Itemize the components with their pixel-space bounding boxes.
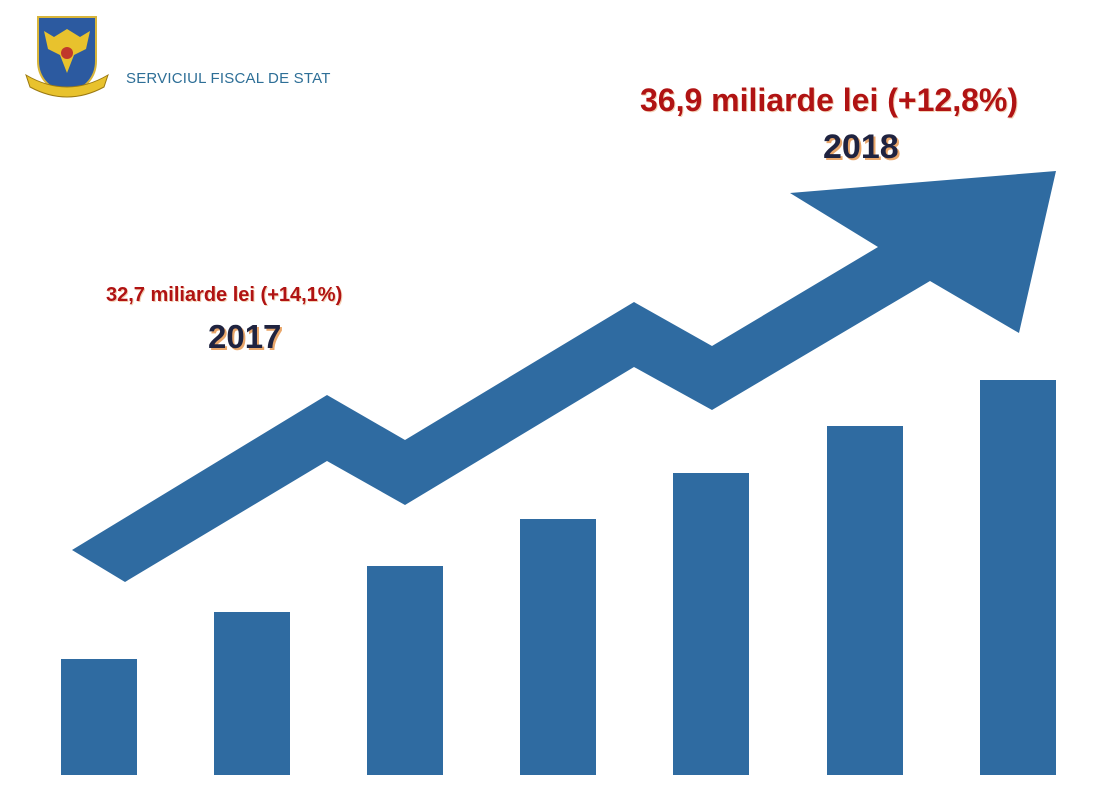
bar-2	[214, 612, 290, 775]
value-label-2018: 36,9 miliarde lei (+12,8%)	[640, 82, 1018, 118]
trend-arrow-icon	[72, 171, 1056, 582]
bar-1	[61, 659, 137, 775]
bars	[61, 380, 1056, 775]
bar-5	[673, 473, 749, 775]
organization-name: SERVICIUL FISCAL DE STAT	[126, 70, 331, 87]
year-label-2017: 2017	[208, 318, 282, 355]
bar-6	[827, 426, 903, 775]
bar-7	[980, 380, 1056, 775]
bar-4	[520, 519, 596, 775]
coat-of-arms-icon	[24, 15, 110, 99]
value-label-2017: 32,7 miliarde lei (+14,1%)	[106, 284, 343, 306]
year-label-2018: 2018	[823, 128, 899, 166]
bar-3	[367, 566, 443, 775]
